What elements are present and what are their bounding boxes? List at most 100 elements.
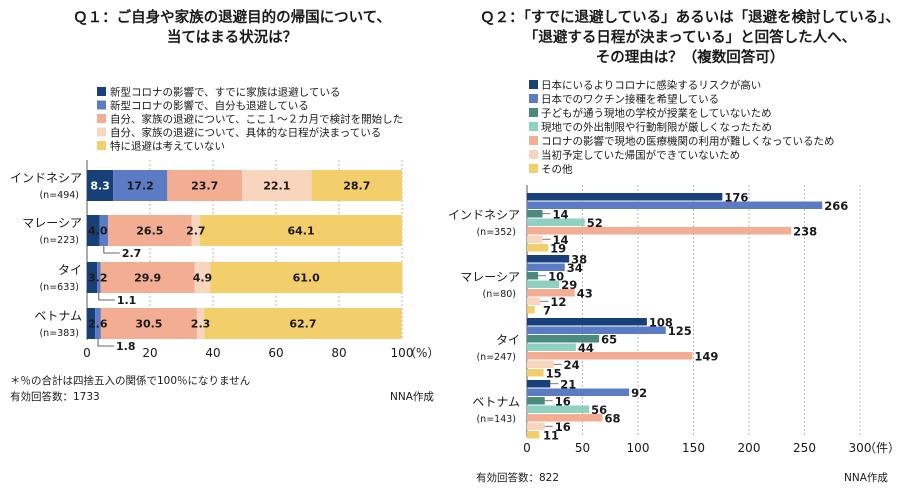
q1-leader-3: [97, 339, 115, 347]
q2-value-label-1-2: 10: [548, 269, 564, 283]
q2-value-label-3-2: 16: [555, 394, 571, 408]
q2-value-label-0-0: 176: [724, 190, 748, 204]
q2-value-label-1-5: 12: [550, 295, 566, 309]
q2-bar-0-3: [527, 218, 585, 226]
q1-value-label-2-3: 4.9: [193, 272, 213, 285]
q1-value-label-3-3: 2.3: [191, 318, 211, 331]
q1-category-2: タイ: [58, 263, 82, 277]
q1-bar-2-4: [210, 262, 403, 293]
q1-value-label-0-3: 22.1: [263, 180, 290, 193]
q2-value-label-1-4: 43: [577, 286, 593, 300]
q1-legend-swatch-4: [97, 141, 106, 150]
q1-legend-label-3: 自分、家族の退避について、具体的な日程が決まっている: [110, 126, 381, 139]
q1-category-n-3: (n=383): [39, 328, 79, 339]
q2-bar-0-2: [527, 210, 543, 218]
q1-bar-0-1: [113, 170, 168, 201]
q1-bar-2-0: [87, 262, 98, 293]
q2-bar-2-2: [527, 335, 600, 343]
q2-value-label-0-4: 238: [793, 224, 817, 238]
q2-bar-1-5: [527, 297, 541, 305]
q2-value-label-2-2: 65: [601, 332, 617, 346]
q2-bar-3-0: [527, 380, 551, 388]
q2-bar-3-2: [527, 397, 545, 405]
q1-bar-1-2: [108, 215, 192, 246]
q2-bar-1-2: [527, 272, 539, 280]
q1-value-label-2-1: 1.1: [117, 294, 137, 307]
q1-category-n-1: (n=223): [39, 235, 79, 246]
q1-legend-label-0: 新型コロナの影響で、すでに家族は退避している: [110, 86, 340, 99]
q1-value-label-1-1: 2.7: [122, 247, 142, 260]
q1-value-label-1-0: 4.0: [88, 225, 108, 238]
q1-value-label-2-4: 61.0: [293, 272, 320, 285]
q2-bar-3-6: [527, 431, 540, 439]
q1-bar-3-1: [95, 308, 101, 339]
q1-value-label-1-2: 26.5: [136, 225, 163, 238]
q1-title-line2: 当てはまる状況は？: [167, 28, 297, 46]
q1-bar-1-3: [191, 215, 201, 246]
q2-value-label-3-1: 92: [631, 386, 647, 400]
q2-title-line1: Ｑ２：「すでに退避している」あるいは「退避を検討している」、: [480, 8, 900, 26]
q2-legend-label-6: その他: [541, 163, 573, 176]
q2-x-tick-0: 0: [523, 441, 531, 455]
q1-category-n-2: (n=633): [39, 282, 79, 293]
q2-bar-1-3: [527, 280, 560, 288]
q2-credit: NNA作成: [844, 472, 888, 484]
q1-panel: Ｑ１：ご自身や家族の退避目的の帰国について、 当てはまる状況は？ 新型コロナの影…: [10, 8, 439, 403]
q1-value-label-1-3: 2.7: [186, 225, 206, 238]
q2-legend-label-3: 現地での外出制限や行動制限が厳しくなったため: [541, 121, 772, 134]
q1-bar-3-4: [204, 308, 402, 339]
q2-bar-1-6: [527, 306, 535, 314]
q1-x-tick-2: 40: [205, 346, 220, 360]
q2-value-label-2-3: 44: [578, 341, 594, 355]
q2-category-labels: インドネシア (n=352) マレーシア (n=80) タイ (n=247) ベトナム (n=…: [448, 208, 520, 425]
q2-value-label-2-4: 149: [694, 349, 718, 363]
q2-value-label-0-3: 52: [587, 216, 603, 230]
q1-legend-label-1: 新型コロナの影響で、自分も退避している: [110, 99, 309, 112]
q1-bar-0-3: [241, 170, 312, 201]
q2-value-label-1-0: 38: [571, 252, 587, 266]
q1-bar-1-4: [200, 215, 402, 246]
q1-bar-1-1: [99, 215, 109, 246]
q1-value-label-2-2: 29.9: [134, 272, 161, 285]
q2-value-label-1-1: 34: [567, 261, 583, 275]
q1-legend-label-2: 自分、家族の退避について、ここ１～２カ月で検討を開始した: [110, 113, 403, 126]
q1-x-tick-3: 60: [268, 346, 283, 360]
q2-bar-2-0: [527, 318, 647, 326]
q2-bar-3-1: [527, 388, 630, 396]
q2-bars: 1762661452238141938341029431271081256544…: [527, 190, 848, 442]
q1-x-ticks: 0 20 40 60 80 100: [83, 346, 413, 360]
q1-value-label-3-1: 1.8: [116, 340, 135, 353]
q2-bar-2-1: [527, 326, 666, 334]
q2-legend-swatch-0: [529, 80, 538, 89]
q2-value-label-0-2: 14: [553, 207, 569, 221]
q2-value-label-1-6: 7: [543, 303, 551, 317]
q2-value-label-1-3: 29: [561, 278, 577, 292]
q2-bar-1-4: [527, 289, 575, 297]
q1-category-0: インドネシア: [10, 171, 82, 185]
q1-title-line1: Ｑ１：ご自身や家族の退避目的の帰国について、: [73, 8, 391, 26]
q2-bar-1-0: [527, 255, 570, 263]
q1-value-label-3-2: 30.5: [135, 318, 162, 331]
q2-x-unit: （件）: [864, 441, 900, 455]
q2-title-line2: 「退避する日程が決まっている」と回答した人へ、: [524, 28, 856, 46]
q1-legend-label-4: 特に退避は考えていない: [110, 140, 225, 153]
q2-category-n-2: (n=247): [476, 352, 516, 363]
q2-value-label-2-6: 15: [546, 366, 562, 380]
q2-legend-swatch-2: [529, 108, 538, 117]
q1-bar-1-0: [87, 215, 100, 246]
q1-value-label-1-4: 64.1: [287, 225, 314, 238]
q2-category-n-1: (n=80): [483, 289, 516, 300]
q1-bar-3-0: [87, 308, 96, 339]
q1-value-label-3-0: 2.6: [88, 318, 108, 331]
q2-bar-3-4: [527, 414, 603, 422]
q2-value-label-2-0: 108: [649, 315, 673, 329]
q1-category-1: マレーシア: [22, 216, 82, 230]
q2-bar-0-0: [527, 193, 723, 201]
q1-bar-2-2: [100, 262, 195, 293]
q2-x-tick-2: 100: [627, 441, 650, 455]
q2-category-n-0: (n=352): [476, 227, 516, 238]
q1-legend-swatch-2: [97, 114, 106, 123]
q1-bar-3-3: [196, 308, 205, 339]
q1-category-3: ベトナム: [34, 309, 82, 323]
q1-leader-2: [98, 293, 115, 301]
